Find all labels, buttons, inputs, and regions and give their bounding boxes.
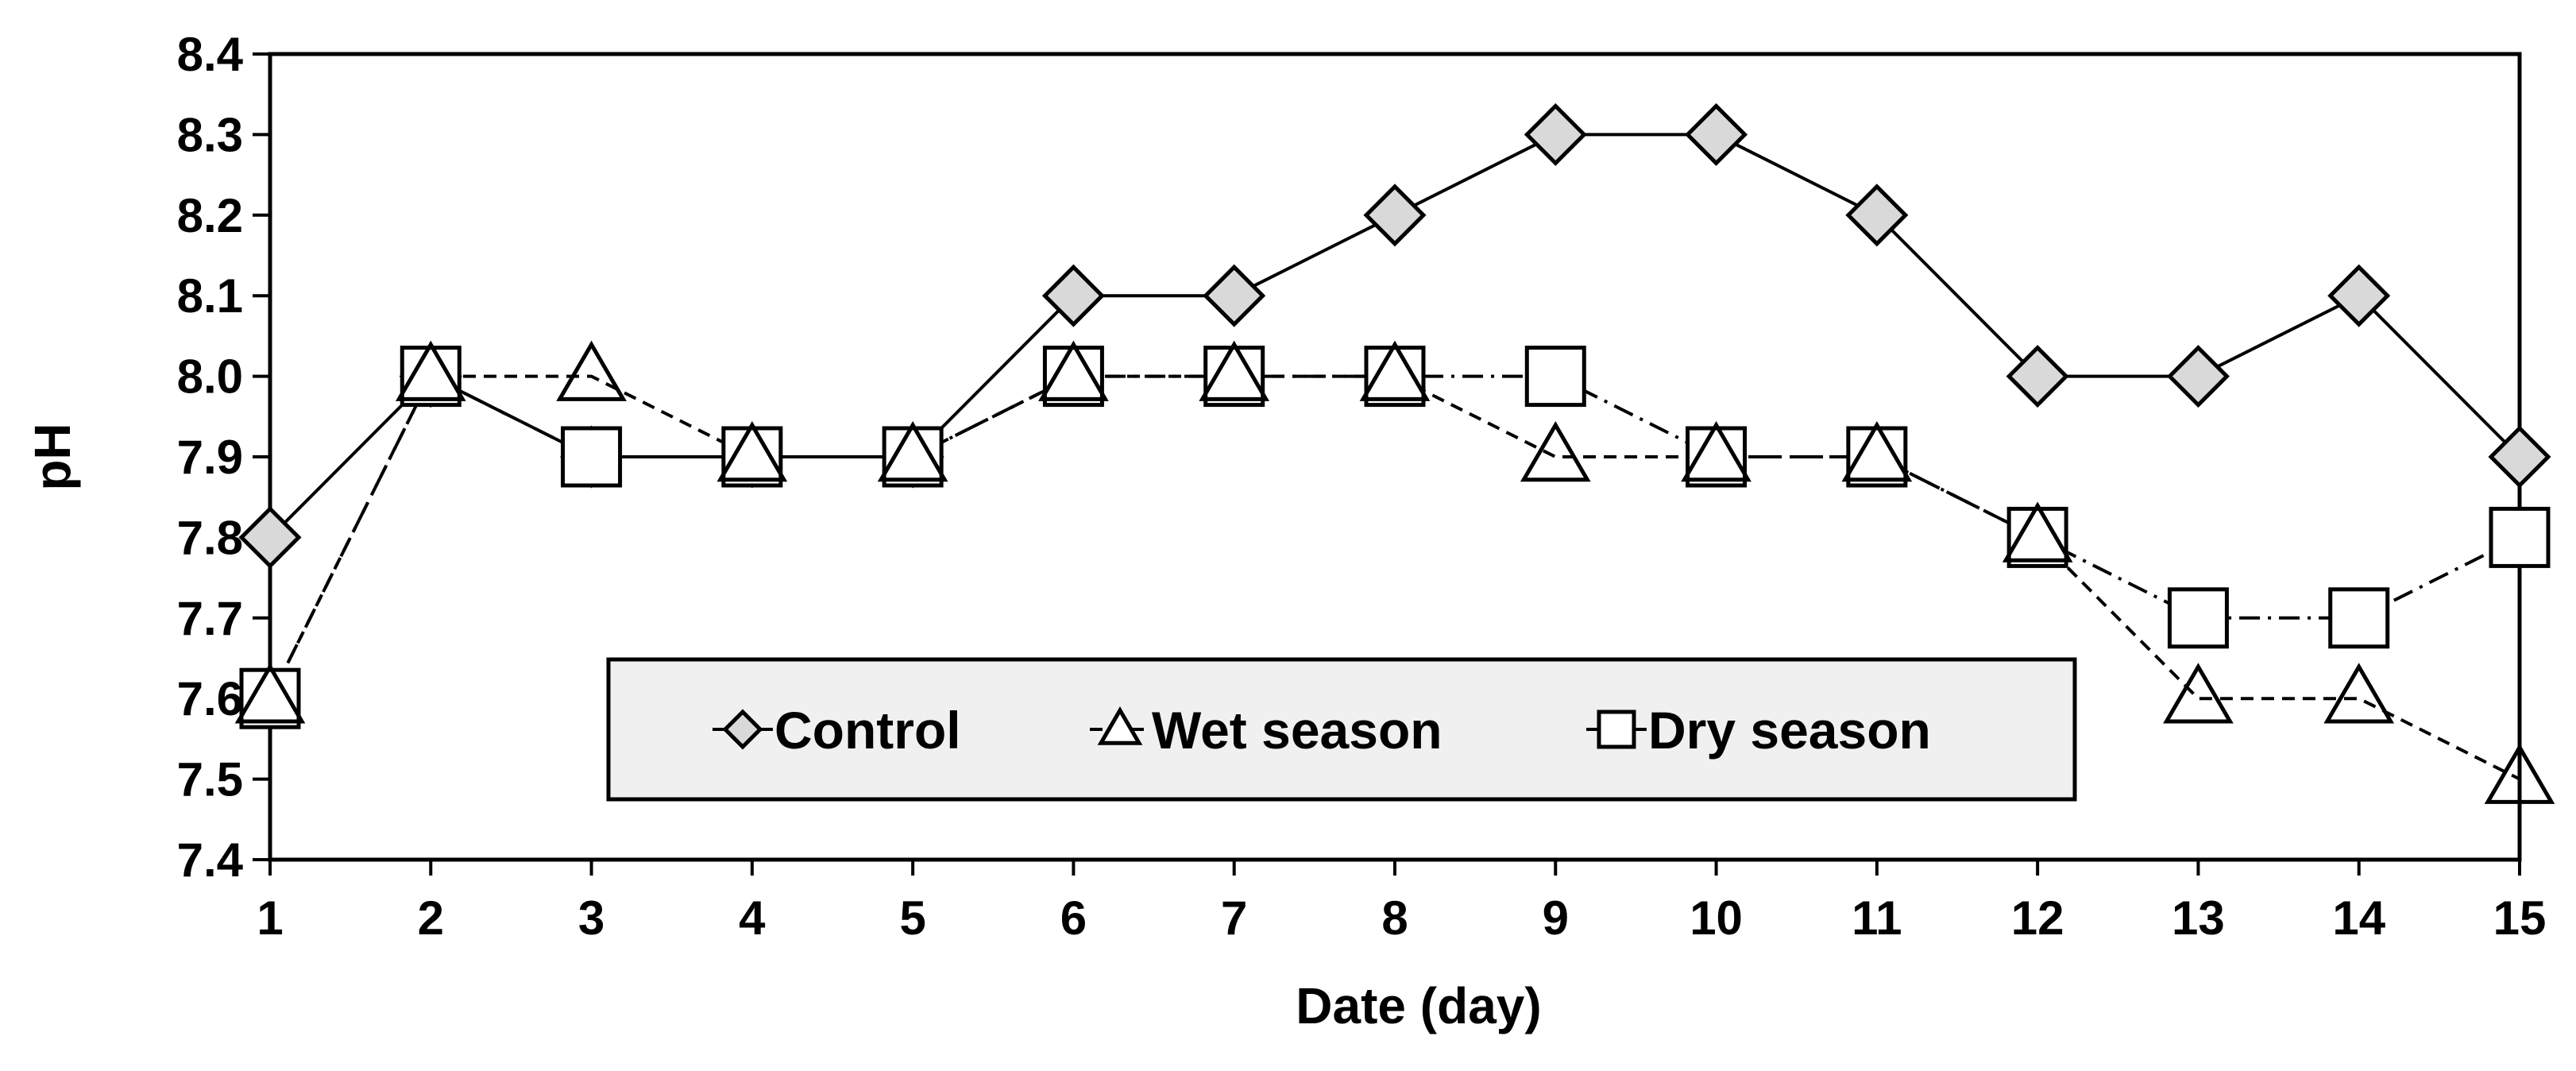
point-dry-season [2328, 587, 2390, 649]
x-tick-label: 14 [2332, 891, 2385, 945]
x-tick-label: 5 [899, 891, 925, 945]
x-tick-label: 13 [2172, 891, 2225, 945]
y-tick-label: 8.4 [177, 28, 244, 81]
y-tick-label: 7.4 [177, 833, 244, 887]
x-tick-label: 9 [1543, 891, 1569, 945]
x-tick-label: 4 [739, 891, 766, 945]
x-tick-label: 11 [1852, 891, 1902, 945]
point-control [1363, 184, 1427, 247]
y-tick-label: 8.3 [177, 108, 243, 161]
point-control [2166, 345, 2230, 408]
legend: Control Wet season Dry season [606, 657, 2077, 802]
point-wet-season [1681, 421, 1751, 482]
point-wet-season [1199, 340, 1270, 401]
legend-label-dry-season: Dry season [1648, 701, 1931, 760]
legend-box [606, 657, 2077, 802]
y-axis-title: pH [24, 423, 81, 490]
point-control [1685, 102, 1748, 166]
y-tick-label: 8.2 [177, 189, 243, 242]
series-markers [234, 102, 2555, 804]
point-wet-season [556, 340, 627, 401]
point-control [1203, 264, 1266, 327]
point-control [2006, 345, 2069, 408]
point-wet-season [2323, 663, 2395, 724]
y-tick-label: 8.0 [177, 350, 243, 404]
x-tick-label: 2 [418, 891, 444, 945]
point-control [2327, 264, 2391, 327]
x-tick-label: 8 [1381, 891, 1408, 945]
point-wet-season [1841, 421, 1913, 482]
point-wet-season [877, 421, 948, 482]
y-tick-label: 7.5 [177, 753, 243, 806]
point-wet-season [2484, 743, 2555, 804]
point-wet-season [234, 663, 306, 724]
y-tick-label: 7.8 [177, 511, 243, 564]
point-wet-season [2002, 501, 2073, 563]
point-control [1845, 184, 1909, 247]
legend-marker-control [722, 709, 763, 750]
point-wet-season [2163, 663, 2234, 724]
x-tick-label: 1 [257, 891, 283, 945]
point-dry-season [2489, 506, 2551, 568]
series-line-dry-season [268, 373, 2520, 700]
legend-marker-wet-season [1097, 706, 1143, 745]
x-tick-label: 7 [1221, 891, 1247, 945]
x-axis-title: Date (day) [1296, 977, 1541, 1034]
x-tick-label: 15 [2493, 891, 2547, 945]
x-tick-label: 12 [2011, 891, 2064, 945]
point-dry-season [561, 426, 623, 488]
x-tick-label: 10 [1690, 891, 1743, 945]
point-wet-season [395, 340, 466, 401]
point-wet-season [716, 421, 788, 482]
point-dry-season [2167, 587, 2229, 649]
axes: 7.47.57.67.77.87.98.08.18.28.38.41 2 3 4 5 6 7… [24, 28, 2546, 1034]
y-tick-label: 7.7 [177, 592, 243, 645]
point-wet-season [1520, 421, 1591, 482]
point-control [238, 505, 302, 569]
y-tick-label: 7.9 [177, 431, 243, 484]
point-control [2488, 425, 2551, 489]
x-tick-label: 3 [578, 891, 604, 945]
point-wet-season [1038, 340, 1109, 401]
point-control [1524, 102, 1587, 166]
point-wet-season [1359, 340, 1431, 401]
x-tick-label: 6 [1060, 891, 1087, 945]
legend-label-control: Control [774, 701, 961, 760]
point-dry-season [1524, 346, 1586, 408]
legend-marker-dry-season [1597, 709, 1636, 749]
legend-label-wet-season: Wet season [1152, 701, 1442, 760]
point-control [1041, 264, 1105, 327]
y-tick-label: 8.1 [177, 269, 243, 323]
series-line-wet-season [268, 374, 2520, 781]
y-tick-label: 7.6 [177, 672, 243, 725]
